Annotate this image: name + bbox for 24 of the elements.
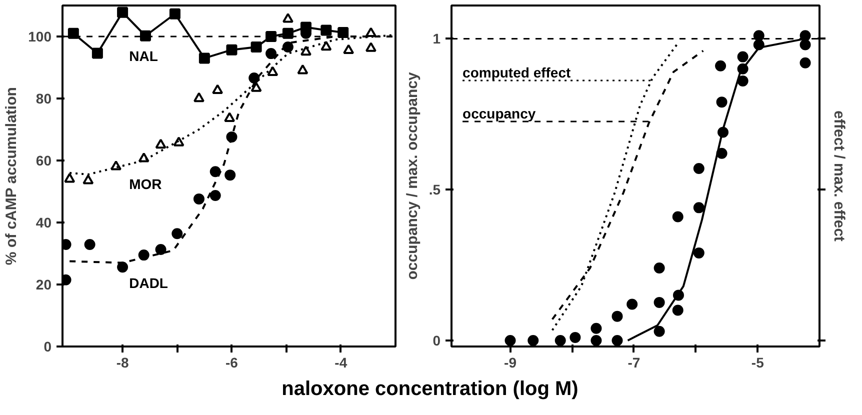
text: occupancy — [462, 105, 536, 122]
x-tick-label: -9 — [504, 354, 517, 370]
y-tick-label: 20 — [36, 276, 52, 292]
x-tick-label: -6 — [226, 354, 238, 370]
y-tick-label: .5 — [428, 182, 441, 198]
y-tick-label: 60 — [36, 152, 52, 168]
y-tick-label: 1 — [432, 30, 441, 47]
y-axis-title: occupancy / max. occupancy — [404, 72, 421, 280]
text: computed effect — [462, 64, 571, 81]
y2-axis-title: effect / max. effect — [830, 110, 848, 242]
x-tick-label: -4 — [334, 354, 348, 370]
series-label: MOR — [129, 176, 162, 192]
y-tick-label: 40 — [36, 214, 52, 230]
y-tick-label: 0 — [44, 338, 52, 354]
x-tick-label: -5 — [751, 354, 764, 370]
x-axis-title: naloxone concentration (log M) — [282, 377, 578, 402]
y-tick-label: 0 — [432, 332, 441, 348]
y-tick-label: 80 — [36, 90, 52, 106]
series-label: NAL — [129, 48, 158, 64]
series-label: DADL — [129, 274, 168, 291]
y-tick-label: 100 — [28, 28, 52, 44]
y-axis-title: % of cAMP accumulation — [3, 87, 20, 266]
x-tick-label: -8 — [116, 354, 129, 370]
x-tick-label: -7 — [628, 354, 640, 370]
